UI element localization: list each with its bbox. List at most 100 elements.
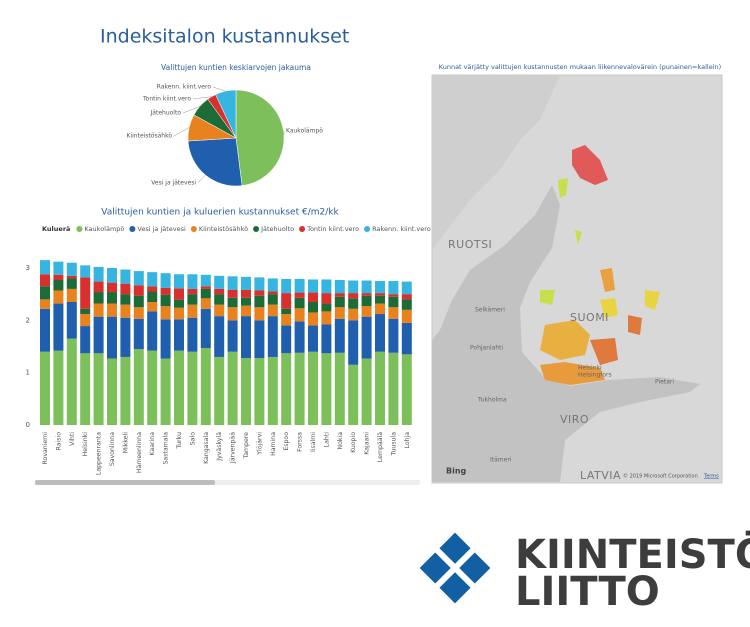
bar-segment: [80, 277, 91, 309]
bar-segment: [241, 276, 251, 290]
map[interactable]: [431, 74, 723, 484]
bar-segment: [147, 272, 158, 287]
bar-segment: [361, 316, 372, 359]
bar-segment: [227, 351, 238, 425]
legend-title: Kuluerä: [42, 225, 70, 233]
bar-segment: [294, 278, 305, 293]
x-tick-label: Lohja: [404, 432, 411, 449]
municipality: [540, 290, 555, 305]
map-terms[interactable]: Terms: [703, 474, 719, 480]
bar-segment: [107, 267, 117, 283]
bar-segment: [214, 275, 225, 289]
bar-segment: [133, 318, 144, 350]
bar-segment: [375, 314, 385, 352]
legend-swatch: [190, 226, 197, 232]
bar-segment: [227, 289, 238, 298]
legend-swatch: [76, 226, 83, 232]
chart-title: Valittujen kuntien keskiarvojen jakauma: [161, 63, 311, 72]
bar-segment: [53, 290, 64, 304]
bar-segment: [321, 293, 332, 304]
legend-swatch: [253, 226, 260, 232]
bar-segment: [107, 292, 117, 304]
bar-segment: [308, 301, 318, 313]
bar-segment: [375, 295, 385, 304]
bar-segment: [281, 325, 292, 354]
map-label: Tukholma: [477, 397, 507, 404]
bar-segment: [294, 292, 305, 298]
x-tick-label: Lahti: [323, 432, 330, 448]
x-tick-label: Hämeenlinna: [136, 432, 143, 473]
bar-segment: [133, 271, 144, 286]
bar-segment: [241, 297, 251, 306]
bar-segment: [334, 307, 345, 319]
bar-segment: [227, 297, 238, 308]
bar-segment: [187, 294, 198, 305]
bar-segment: [107, 316, 117, 359]
municipality: [600, 268, 615, 292]
bar-segment: [267, 291, 278, 295]
bar-segment: [375, 351, 385, 425]
x-tick-label: Kaarina: [149, 432, 156, 456]
map-label: LATVIA: [580, 469, 621, 482]
bar-segment: [147, 350, 158, 425]
x-tick-label: Kuopio: [350, 432, 357, 453]
map-label: Pietari: [655, 379, 674, 386]
bar-segment: [160, 319, 171, 359]
x-tick-label: Sastamala: [163, 432, 170, 465]
legend-swatch: [364, 226, 371, 232]
bar-segment: [187, 288, 198, 295]
bar-segment: [133, 349, 144, 425]
leader-line: [197, 174, 206, 184]
bar-segment: [80, 308, 91, 315]
x-tick-label: Mikkeli: [122, 432, 129, 454]
pie-label: Jätehuolto: [150, 110, 182, 117]
map-label: Itämeri: [490, 457, 512, 464]
bar-segment: [93, 316, 104, 354]
bar-segment: [80, 353, 91, 425]
bar-segment: [388, 352, 399, 425]
map-label: Pohjanlahti: [470, 345, 504, 352]
bar-segment: [40, 351, 50, 425]
bar-segment: [348, 320, 359, 365]
bar-segment: [254, 290, 265, 296]
bar-segment: [53, 280, 64, 291]
x-tick-label: Kajaani: [364, 432, 371, 455]
pie-slice: [235, 89, 285, 186]
bar-segment: [53, 274, 64, 281]
bar-segment: [53, 303, 64, 351]
x-tick-label: Espoo: [283, 432, 290, 451]
bar-segment: [401, 354, 412, 425]
bar-segment: [66, 288, 77, 302]
bar-segment: [348, 293, 359, 299]
bar-segment: [308, 312, 318, 326]
bar-segment: [187, 274, 198, 289]
bar-segment: [120, 304, 131, 318]
bar-segment: [174, 319, 184, 351]
legend-label: Kaukolämpö: [84, 225, 124, 233]
leader-line: [192, 96, 212, 100]
bar-segment: [93, 303, 104, 317]
x-tick-label: Järvenpää: [230, 432, 237, 464]
bar-segment: [133, 285, 144, 296]
map-provider: Bing: [446, 467, 467, 476]
bar-segment: [40, 286, 50, 300]
bar-segment: [93, 292, 104, 304]
bar-segment: [361, 358, 372, 425]
pie-label: Vesi ja jätevesi: [151, 180, 196, 187]
map-title: Kunnat värjätty valittujen kustannusten …: [439, 63, 721, 71]
x-tick-label: Rovaniemi: [42, 432, 49, 465]
legend-label: Kiinteistösähkö: [199, 225, 248, 233]
bar-segment: [281, 353, 292, 425]
municipality: [540, 362, 605, 385]
bar-segment: [321, 311, 332, 325]
scroll-thumb[interactable]: [35, 480, 215, 485]
bar-segment: [53, 261, 64, 275]
logo-text: LIITTO: [515, 569, 660, 615]
bar-segment: [281, 278, 292, 294]
municipality: [600, 298, 618, 318]
bar-segment: [40, 260, 50, 275]
bar-segment: [174, 299, 184, 308]
bar-segment: [174, 307, 184, 320]
bar-segment: [254, 358, 265, 425]
bar-segment: [361, 306, 372, 317]
